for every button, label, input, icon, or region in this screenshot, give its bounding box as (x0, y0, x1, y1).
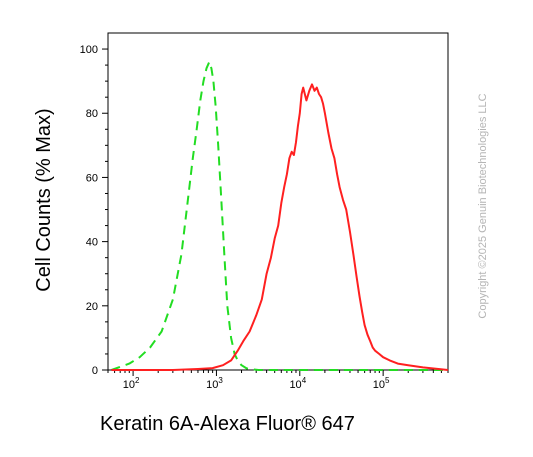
y-tick-label: 100 (80, 44, 98, 56)
x-tick-label: 102 (123, 376, 140, 391)
y-tick-label: 20 (86, 301, 98, 313)
y-tick-label: 0 (92, 365, 98, 377)
y-axis-ticks: 0 20 40 60 80 100 (80, 44, 108, 377)
series-layer (111, 60, 449, 371)
y-tick-label: 40 (86, 237, 98, 249)
plot-frame (107, 32, 449, 371)
y-tick-label: 60 (86, 172, 98, 184)
x-tick-label: 104 (289, 376, 306, 391)
x-axis-ticks: 102 103 104 105 (107, 370, 449, 391)
x-axis-title: Keratin 6A-Alexa Fluor® 647 (100, 413, 355, 435)
copyright-watermark: Copyright ©2025 Genuin Biotechnologies L… (477, 93, 489, 318)
x-tick-label: 103 (206, 376, 223, 391)
dashed-green-histogram (111, 60, 448, 371)
y-tick-label: 80 (86, 108, 98, 120)
solid-red-histogram (111, 83, 449, 371)
x-tick-label: 105 (373, 376, 390, 391)
y-axis-title: Cell Counts (% Max) (33, 108, 55, 291)
